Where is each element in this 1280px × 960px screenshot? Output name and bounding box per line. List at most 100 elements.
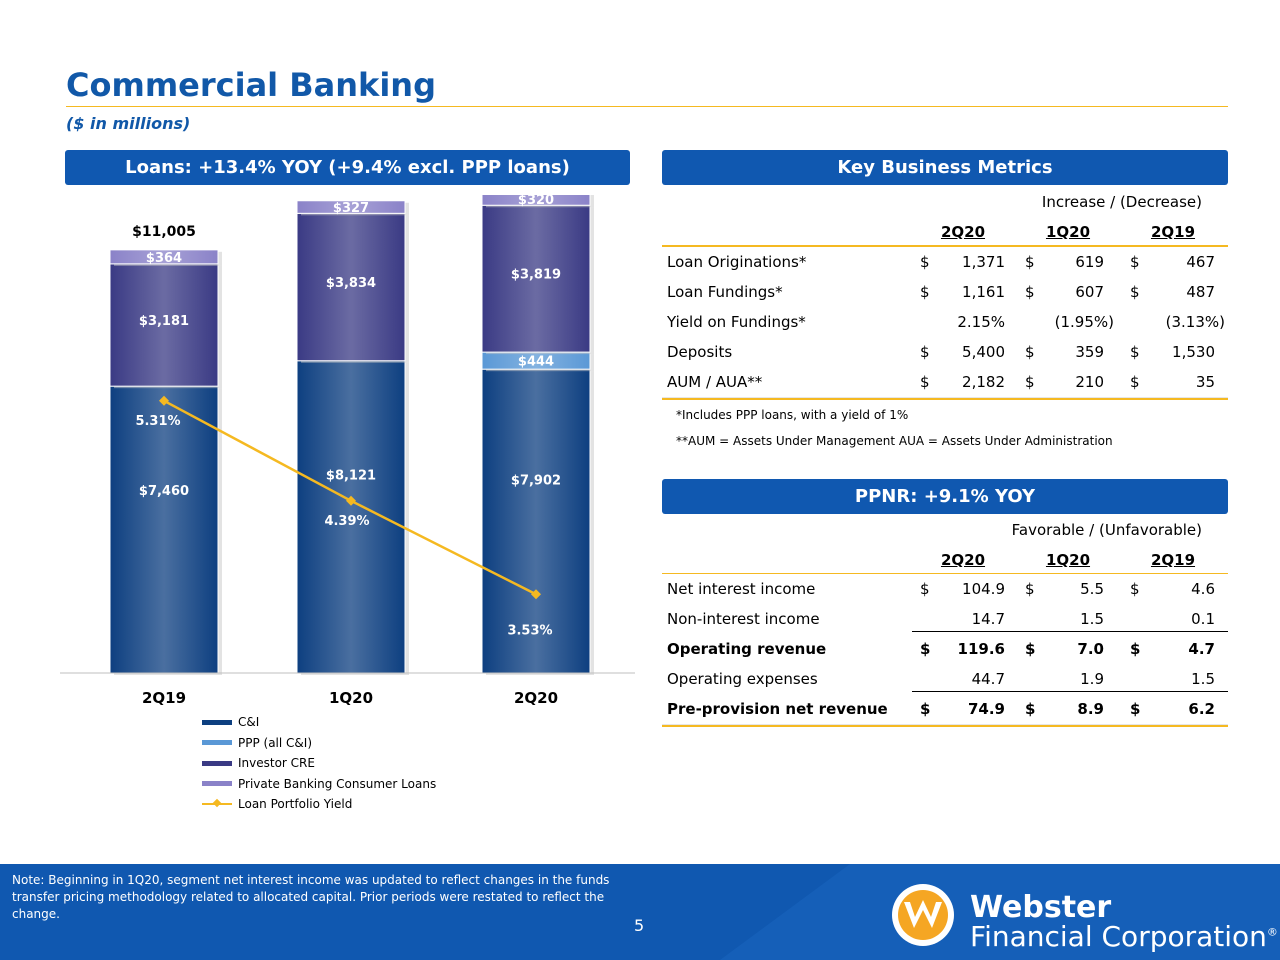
x-tick-label-2q19: 2Q19 bbox=[142, 689, 186, 707]
legend-item-ci: C&I bbox=[202, 715, 259, 729]
bar-investor-cre-1q20 bbox=[296, 212, 406, 362]
currency-symbol: $ bbox=[1130, 343, 1140, 361]
cell-value: 1.9 bbox=[1080, 670, 1104, 688]
table-row bbox=[662, 307, 1228, 338]
column-header-1q20: 1Q20 bbox=[1045, 551, 1091, 569]
data-label-private-banking-1q20: $327 bbox=[333, 201, 369, 216]
data-label-ci-2q20: $7,902 bbox=[511, 474, 561, 489]
cell-value: 44.7 bbox=[971, 670, 1005, 688]
cell-value: 467 bbox=[1186, 253, 1215, 271]
cell-value: 6.2 bbox=[1188, 700, 1215, 718]
cell-value: 35 bbox=[1195, 373, 1215, 391]
table-row bbox=[662, 694, 1228, 725]
currency-symbol: $ bbox=[1130, 700, 1141, 718]
currency-symbol: $ bbox=[1130, 373, 1140, 391]
page-title: Commercial Banking bbox=[66, 66, 436, 104]
yield-label-1q20: 4.39% bbox=[324, 514, 369, 529]
row-label: Operating expenses bbox=[667, 670, 818, 688]
footer-rule bbox=[662, 398, 1228, 400]
row-label: Non-interest income bbox=[667, 610, 820, 628]
currency-symbol: $ bbox=[1025, 283, 1035, 301]
yield-label-2q19: 5.31% bbox=[135, 414, 180, 429]
currency-symbol: $ bbox=[1130, 640, 1141, 658]
cell-value: 1.5 bbox=[1080, 610, 1104, 628]
subtotal-rule bbox=[912, 631, 1228, 632]
bar-investor-cre-2q19 bbox=[109, 263, 219, 387]
cell-value: (3.13%) bbox=[1165, 313, 1225, 331]
legend-label-ppp: PPP (all C&I) bbox=[238, 735, 312, 750]
x-tick-label-2q20: 2Q20 bbox=[514, 689, 558, 707]
currency-symbol: $ bbox=[920, 343, 930, 361]
cell-value: 74.9 bbox=[967, 700, 1005, 718]
subtotal-rule bbox=[912, 691, 1228, 692]
cell-value: 1,161 bbox=[962, 283, 1005, 301]
legend-item-loan-portfolio-yield: Loan Portfolio Yield bbox=[202, 797, 352, 811]
row-label: Loan Originations* bbox=[667, 253, 807, 271]
loans-banner: Loans: +13.4% YOY (+9.4% excl. PPP loans… bbox=[65, 150, 630, 185]
row-label: Deposits bbox=[667, 343, 733, 361]
data-label-ci-1q20: $8,121 bbox=[326, 468, 376, 483]
legend-label-private-banking: Private Banking Consumer Loans bbox=[238, 776, 437, 791]
legend-label-investor-cre: Investor CRE bbox=[238, 756, 315, 770]
header-rule bbox=[662, 245, 1228, 247]
footer-bar bbox=[0, 864, 1280, 960]
currency-symbol: $ bbox=[920, 700, 931, 718]
data-label-ci-2q19: $7,460 bbox=[139, 484, 189, 499]
logo-wordmark-line1: Webster bbox=[970, 890, 1112, 925]
bar-ci-2q20 bbox=[481, 368, 591, 674]
legend-swatch-investor-cre bbox=[202, 760, 232, 766]
cell-value: 1,371 bbox=[962, 253, 1005, 271]
currency-symbol: $ bbox=[1130, 580, 1140, 598]
data-label-ppp-2q20: $444 bbox=[518, 355, 554, 370]
legend-swatch-ppp bbox=[202, 740, 232, 745]
legend-label-ci: C&I bbox=[238, 715, 260, 729]
currency-symbol: $ bbox=[920, 580, 930, 598]
currency-symbol: $ bbox=[1130, 253, 1140, 271]
cell-value: 607 bbox=[1075, 283, 1104, 301]
x-tick-label-1q20: 1Q20 bbox=[329, 689, 373, 707]
cell-value: 2,182 bbox=[962, 373, 1005, 391]
column-header-2q19: 2Q19 bbox=[1150, 223, 1196, 241]
currency-symbol: $ bbox=[920, 373, 930, 391]
legend-item-ppp: PPP (all C&I) bbox=[202, 736, 312, 750]
legend-item-investor-cre: Investor CRE bbox=[202, 756, 315, 770]
cell-value: 0.1 bbox=[1191, 610, 1215, 628]
footer-rule bbox=[662, 725, 1228, 727]
cell-value: 8.9 bbox=[1077, 700, 1104, 718]
cell-value: 119.6 bbox=[957, 640, 1005, 658]
page-number: 5 bbox=[634, 916, 645, 935]
data-label-private-banking-2q19: $364 bbox=[146, 251, 182, 266]
currency-symbol: $ bbox=[920, 283, 930, 301]
cell-value: 1.5 bbox=[1191, 670, 1215, 688]
currency-symbol: $ bbox=[1025, 343, 1035, 361]
cell-value: 210 bbox=[1075, 373, 1104, 391]
kbm-note1: *Includes PPP loans, with a yield of 1% bbox=[676, 408, 909, 422]
currency-symbol: $ bbox=[1130, 283, 1140, 301]
cell-value: 104.9 bbox=[962, 580, 1005, 598]
page-subtitle: ($ in millions) bbox=[66, 114, 191, 133]
bar-private-banking-1q20 bbox=[296, 200, 406, 214]
table-subheader: Favorable / (Unfavorable) bbox=[1011, 521, 1202, 539]
currency-symbol: $ bbox=[1025, 640, 1036, 658]
row-label: Loan Fundings* bbox=[667, 283, 783, 301]
column-header-2q19: 2Q19 bbox=[1150, 551, 1196, 569]
legend-diamond-icon bbox=[212, 798, 222, 808]
cell-value: 5,400 bbox=[962, 343, 1005, 361]
data-label-investor-cre-2q19: $3,181 bbox=[139, 314, 189, 329]
logo-wordmark-line2: Financial Corporation® bbox=[970, 920, 1278, 953]
row-label: Yield on Fundings* bbox=[667, 313, 806, 331]
cell-value: (1.95%) bbox=[1054, 313, 1114, 331]
cell-value: 619 bbox=[1075, 253, 1104, 271]
ppnr-banner: PPNR: +9.1% YOY bbox=[662, 479, 1228, 514]
yield-label-2q20: 3.53% bbox=[507, 623, 552, 638]
currency-symbol: $ bbox=[1025, 580, 1035, 598]
row-label: Operating revenue bbox=[667, 640, 827, 658]
currency-symbol: $ bbox=[920, 640, 931, 658]
table-row bbox=[662, 367, 1228, 398]
title-divider bbox=[66, 106, 1228, 107]
legend-item-private-banking: Private Banking Consumer Loans bbox=[202, 777, 436, 791]
cell-value: 7.0 bbox=[1077, 640, 1104, 658]
yield-point-2q20 bbox=[531, 589, 541, 600]
cell-value: 487 bbox=[1186, 283, 1215, 301]
registered-mark: ® bbox=[1266, 925, 1278, 939]
